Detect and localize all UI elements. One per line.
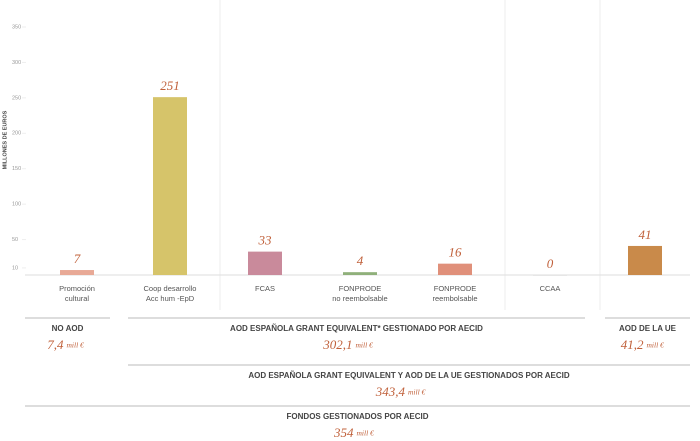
- summary-value: 354: [333, 425, 354, 440]
- bar: [248, 251, 282, 275]
- value-label: 0: [547, 256, 554, 271]
- value-label: 4: [357, 253, 364, 268]
- summary-value: 7,4: [47, 337, 64, 352]
- x-tick-label: Promoción cultural: [59, 284, 95, 303]
- x-tick-label: FONPRODE no reembolsable: [332, 284, 388, 303]
- summary-title: NO AOD: [52, 324, 84, 333]
- y-tick-label: 250: [12, 95, 21, 101]
- y-tick-label: 50: [12, 237, 18, 243]
- x-tick-label: CCAA: [539, 284, 561, 293]
- summary-unit: mill €: [67, 341, 86, 350]
- x-tick-label: Coop desarrollo Acc hum -EpD: [143, 284, 197, 303]
- bar: [343, 272, 377, 275]
- bar: [533, 275, 567, 276]
- summary-unit: mill €: [408, 388, 427, 397]
- summary-title: FONDOS GESTIONADOS POR AECID: [287, 412, 429, 421]
- summary-title: AOD ESPAÑOLA GRANT EQUIVALENT Y AOD DE L…: [248, 371, 570, 380]
- summary-unit: mill €: [357, 429, 376, 438]
- bar: [438, 263, 472, 275]
- x-tick-label: FONPRODE reembolsable: [432, 284, 478, 303]
- summary-title: AOD ESPAÑOLA GRANT EQUIVALENT* GESTIONAD…: [230, 324, 483, 333]
- value-label: 16: [449, 245, 463, 260]
- y-tick-label: 10: [12, 265, 18, 271]
- summary-value: 302,1: [322, 337, 352, 352]
- value-label: 33: [258, 233, 273, 248]
- y-tick-label: 200: [12, 131, 21, 137]
- bar: [60, 270, 94, 275]
- summary-unit: mill €: [647, 341, 666, 350]
- bar: [153, 97, 187, 275]
- summary-value: 343,4: [375, 384, 406, 399]
- y-axis-label: MILLONES DE EUROS: [2, 110, 8, 169]
- value-label: 251: [160, 78, 180, 93]
- bar: [628, 245, 662, 275]
- y-tick-label: 350: [12, 24, 21, 30]
- summary-unit: mill €: [356, 341, 375, 350]
- y-tick-label: 300: [12, 60, 21, 66]
- x-tick-label: FCAS: [254, 284, 275, 293]
- y-tick-label: 100: [12, 202, 21, 208]
- summary-title: AOD DE LA UE: [619, 324, 677, 333]
- value-label: 7: [74, 251, 81, 266]
- summary-value: 41,2: [621, 337, 644, 352]
- y-tick-label: 150: [12, 166, 21, 172]
- value-label: 41: [639, 227, 652, 242]
